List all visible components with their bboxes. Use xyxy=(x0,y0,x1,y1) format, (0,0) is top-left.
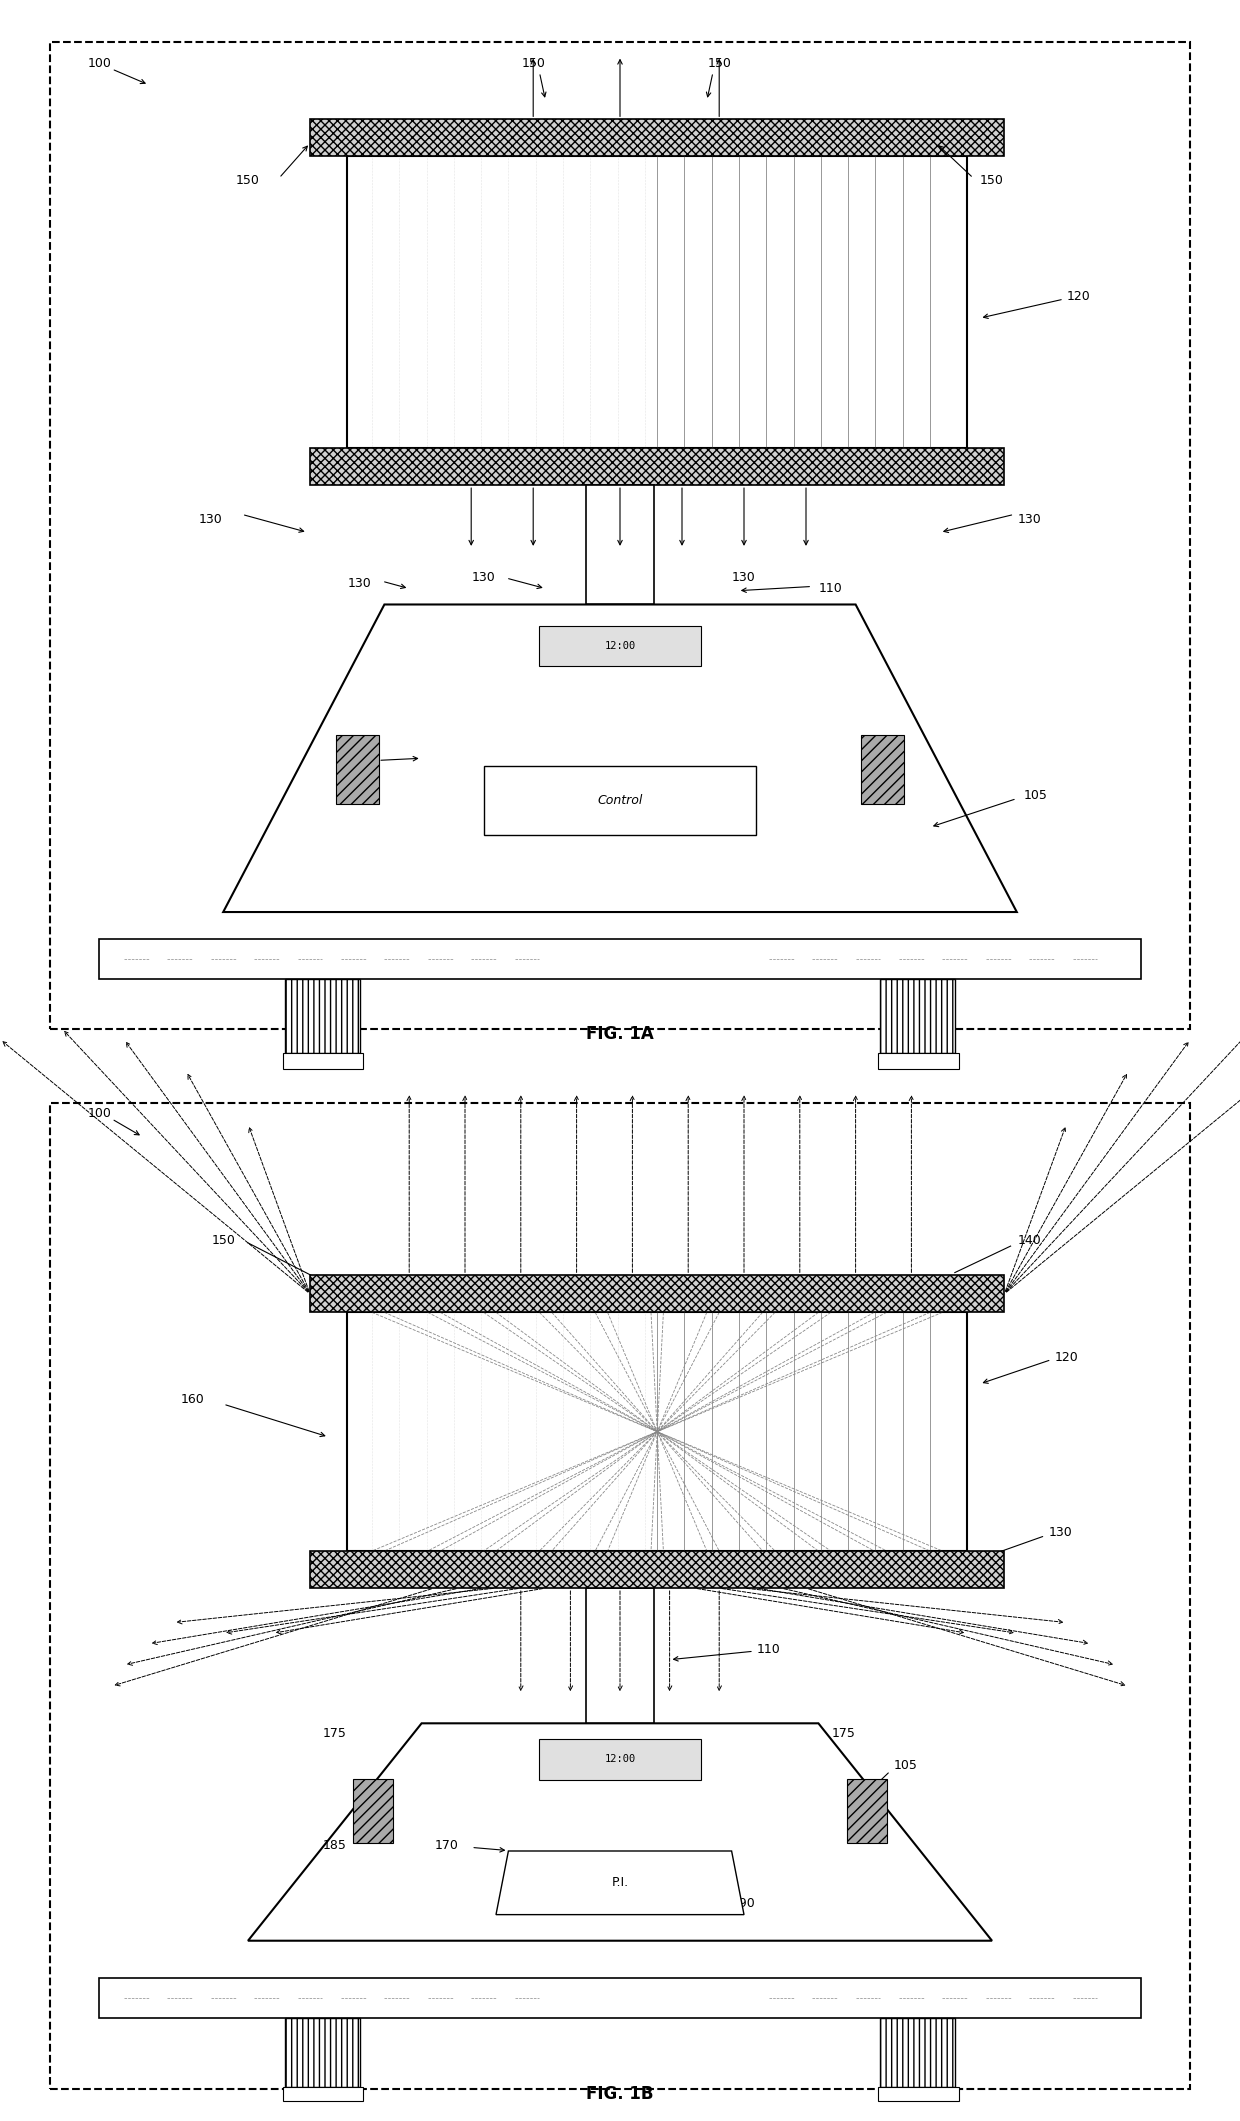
Bar xyxy=(353,1780,393,1843)
Text: 130: 130 xyxy=(471,571,496,585)
Bar xyxy=(285,980,360,1052)
Text: 190: 190 xyxy=(732,1896,756,1911)
Bar xyxy=(539,626,701,666)
Text: 150: 150 xyxy=(236,174,260,187)
Text: 130: 130 xyxy=(732,571,756,585)
Text: 12:00: 12:00 xyxy=(604,641,636,651)
Text: Control: Control xyxy=(598,793,642,808)
Bar xyxy=(880,980,955,1052)
Bar xyxy=(310,448,1004,486)
Text: 120: 120 xyxy=(1066,291,1091,303)
Bar xyxy=(283,2087,363,2100)
Text: 12:00: 12:00 xyxy=(604,1754,636,1765)
Text: FIG. 1A: FIG. 1A xyxy=(587,1024,653,1044)
Bar xyxy=(285,2019,360,2087)
Polygon shape xyxy=(223,604,1017,912)
Text: 130: 130 xyxy=(1017,513,1042,526)
Bar xyxy=(347,157,967,448)
Bar xyxy=(347,1313,967,1550)
Text: 150: 150 xyxy=(211,1234,236,1247)
Text: 100: 100 xyxy=(87,1107,112,1120)
Bar xyxy=(539,1739,701,1780)
Text: 165: 165 xyxy=(341,757,366,770)
Text: 175: 175 xyxy=(322,1726,347,1741)
Text: 110: 110 xyxy=(756,1642,781,1657)
Text: 185: 185 xyxy=(322,1839,347,1852)
Bar xyxy=(310,119,1004,157)
Bar xyxy=(585,1589,655,1722)
Bar xyxy=(283,1052,363,1069)
Polygon shape xyxy=(248,1722,992,1941)
Text: 150: 150 xyxy=(980,174,1004,187)
Text: 110: 110 xyxy=(818,581,843,596)
Text: 105: 105 xyxy=(1023,789,1048,802)
Bar xyxy=(585,486,655,604)
Text: 175: 175 xyxy=(831,1726,856,1741)
Bar xyxy=(484,766,756,836)
Text: 130: 130 xyxy=(198,513,223,526)
Bar xyxy=(878,2087,959,2100)
Bar xyxy=(878,1052,959,1069)
Text: 140: 140 xyxy=(1017,1234,1042,1247)
Bar xyxy=(99,937,1141,980)
Text: 100: 100 xyxy=(87,57,112,70)
Text: 130: 130 xyxy=(347,577,372,590)
Bar xyxy=(847,1780,887,1843)
Bar xyxy=(880,2019,955,2087)
Text: 160: 160 xyxy=(180,1393,205,1406)
Text: 150: 150 xyxy=(707,57,732,70)
Bar xyxy=(99,1977,1141,2019)
Text: 130: 130 xyxy=(1048,1525,1073,1540)
Bar xyxy=(336,736,379,804)
Text: 120: 120 xyxy=(1054,1351,1079,1364)
Bar xyxy=(861,736,904,804)
Text: FIG. 1B: FIG. 1B xyxy=(587,2085,653,2104)
Text: P.I.: P.I. xyxy=(611,1877,629,1890)
Text: 105: 105 xyxy=(893,1758,918,1773)
Text: 170: 170 xyxy=(434,1839,459,1852)
Bar xyxy=(310,1275,1004,1313)
Text: 150: 150 xyxy=(521,57,546,70)
Bar xyxy=(310,1550,1004,1589)
Polygon shape xyxy=(496,1852,744,1915)
